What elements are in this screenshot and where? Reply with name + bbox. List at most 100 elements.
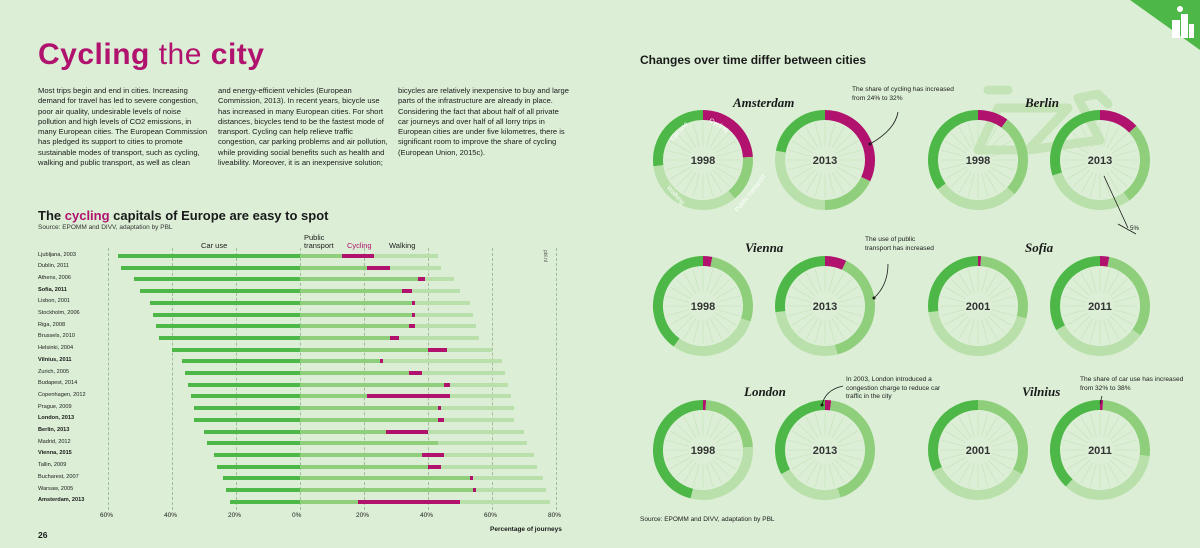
public-transport-bar [300,452,422,457]
donut-segment-pt [1001,119,1028,195]
bar-chart-title-post: capitals of Europe are easy to spot [113,208,329,223]
cycling-bar [444,382,451,387]
donut-segment-pt [1107,256,1150,336]
donut-year-label: 2013 [813,301,837,313]
bar-chart-title-pre: The [38,208,62,223]
bar-chart-source: Source: EPOMM and DIVV, adaptation by PB… [38,224,173,231]
grid-line [172,248,173,510]
category-label: Lisbon, 2001 [38,298,71,305]
intro-column-2: and energy-efficient vehicles (European … [218,86,388,168]
cycling-bar [421,452,444,457]
car-bar [226,488,300,492]
donut-sofia-2011: 2011 [1050,256,1150,356]
donut-segment-pt [980,256,1028,319]
walking-bar [444,452,534,457]
public-transport-bar [300,254,342,258]
category-label: Bucharest, 2007 [38,473,79,480]
bar-chart-title-highlight: cycling [64,208,110,223]
donut-segment-cycling [1099,110,1137,133]
donut-segment-cycling [824,110,875,182]
right-chart-source: Source: EPOMM and DIVV, adaptation by PB… [640,516,775,523]
public-transport-bar [300,441,438,446]
legend-cycling: Cycling [347,241,372,250]
title-word-the: the [158,38,202,71]
donut-year-label: 1998 [691,301,715,313]
donut-year-label: 2011 [1088,301,1112,313]
cycling-bar [367,265,390,270]
x-tick-label: 20% [228,512,242,519]
grid-line [492,248,493,510]
cycling-bar [412,300,416,305]
cycling-bar [386,429,428,434]
category-label: Vilnius, 2011 [38,356,72,363]
x-tick-label: 20% [356,512,370,519]
walking-bar [373,254,438,258]
car-bar [156,324,300,329]
city-name-berlin: Berlin [1025,95,1059,110]
public-transport-bar [300,265,368,270]
donut-segment-pt [977,400,1028,475]
car-bar [181,359,300,364]
car-bar [133,277,300,282]
donut-segment-pt [1123,125,1150,201]
public-transport-bar [300,300,412,305]
donut-year-label: 1998 [966,155,990,167]
donut-segment-walking [673,318,751,356]
donut-segment-pt [829,400,875,498]
category-label: Tallin, 2009 [38,462,67,469]
car-bar [204,429,300,434]
category-label: Prague, 2009 [38,403,72,410]
car-bar [159,335,300,340]
car-bar [213,452,300,457]
walking-bar [437,441,528,446]
car-bar [184,371,300,375]
donut-amsterdam-1998: 1998 [653,110,753,210]
donut-segment-cycling [824,256,847,270]
cycling-bar [408,324,416,329]
category-label: Vienna, 2015 [38,450,72,457]
public-transport-bar [300,476,470,481]
donut-london-1998: 1998 [653,400,753,500]
public-transport-bar [300,312,412,317]
car-bar [149,300,300,305]
walking-bar [440,464,537,469]
donut-segment-car [1050,256,1101,331]
cycling-bar [389,335,400,340]
donut-segment-car [928,110,979,190]
donut-berlin-2013: 2013 [1050,110,1150,210]
walking-bar [389,265,441,270]
walking-bar [476,488,547,492]
cycling-bar [428,347,448,352]
donut-year-label: 2013 [813,445,837,457]
category-label: Ljubljana, 2003 [38,251,76,258]
cycling-bar [412,312,416,317]
right-chart-title: Changes over time differ between cities [640,53,867,67]
category-label: London, 2013 [38,415,75,422]
walking-bar [428,429,524,434]
public-transport-bar [300,394,368,399]
donut-vienna-1998: 1998 [653,256,753,356]
walking-bar [450,382,508,387]
walking-bar [444,417,515,422]
donut-segment-pt [710,256,753,322]
category-label: Budapest, 2014 [38,380,78,387]
title-word-cycling: Cycling [38,38,150,71]
cycling-bar [341,254,374,258]
city-name-amsterdam: Amsterdam [733,95,795,110]
walking-bar [412,289,460,294]
donut-segment-pt [1102,400,1150,457]
cycling-bar [437,406,441,411]
walking-bar [383,359,502,364]
donut-segment-walking [937,183,1015,210]
category-label: Berlin, 2013 [38,427,70,433]
donut-year-label: 2001 [966,301,990,313]
category-label: Zurich, 2005 [38,368,70,375]
city-name-london: London [744,384,786,399]
donut-segment-car [775,256,826,313]
cycling-bar [380,359,384,364]
cycling-bar [418,277,425,282]
donut-amsterdam-2013: 2013 [775,110,875,210]
walking-bar [415,312,473,317]
category-label: Warsaw, 2005 [38,485,74,492]
